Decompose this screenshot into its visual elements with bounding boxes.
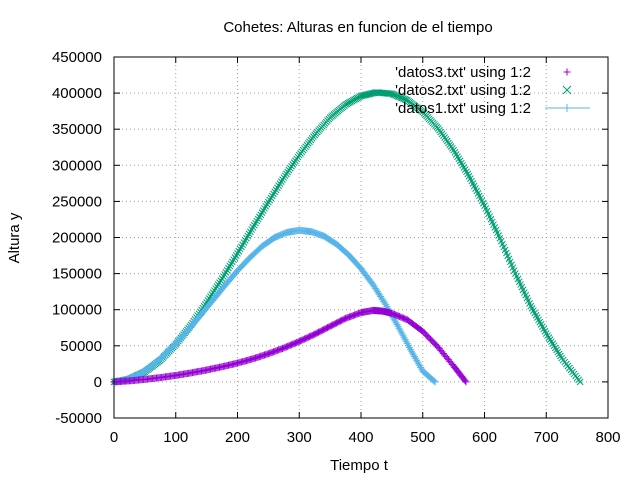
y-tick-label: 400000 <box>52 85 102 102</box>
data-point <box>406 345 414 353</box>
y-tick-label: -50000 <box>55 410 102 427</box>
data-point <box>365 90 373 98</box>
x-tick-label: 500 <box>410 429 435 446</box>
y-tick-label: 0 <box>94 374 102 391</box>
legend-marker <box>563 68 571 76</box>
plot-frame <box>113 56 609 419</box>
grid-lines <box>114 57 608 418</box>
data-point <box>431 378 439 386</box>
x-tick-label: 600 <box>472 429 497 446</box>
data-point <box>387 90 394 98</box>
data-point <box>367 90 375 97</box>
data-series <box>110 89 584 386</box>
legend: 'datos3.txt' using 1:2'datos2.txt' using… <box>395 64 590 117</box>
legend-label: 'datos1.txt' using 1:2 <box>395 100 531 117</box>
data-point <box>414 358 422 366</box>
data-point <box>382 301 390 309</box>
data-point <box>430 377 438 385</box>
chart-title: Cohetes: Alturas en funcion de el tiempo <box>223 19 492 36</box>
y-axis-label: Altura y <box>6 212 23 263</box>
x-tick-label: 100 <box>163 429 188 446</box>
data-point <box>357 92 365 100</box>
x-axis-label: Tiempo t <box>330 457 389 474</box>
data-point <box>576 378 584 386</box>
data-point <box>411 353 419 361</box>
data-point <box>407 347 415 355</box>
legend-marker <box>563 104 571 112</box>
series-3 <box>110 226 439 386</box>
axis-ticks: 0 100 200 300 400 500 600 700 800 -50000 0 50000 100… <box>52 49 621 446</box>
data-point <box>358 92 366 100</box>
data-point <box>412 354 420 362</box>
y-tick-label: 50000 <box>60 338 102 355</box>
data-point <box>408 349 416 357</box>
legend-label: 'datos2.txt' using 1:2 <box>395 82 531 99</box>
x-tick-label: 800 <box>595 429 620 446</box>
data-point <box>364 91 371 98</box>
y-tick-label: 300000 <box>52 157 102 174</box>
data-point <box>360 92 367 99</box>
y-tick-label: 450000 <box>52 49 102 66</box>
y-tick-label: 200000 <box>52 230 102 247</box>
x-tick-label: 700 <box>534 429 559 446</box>
legend-label: 'datos3.txt' using 1:2 <box>395 64 531 81</box>
data-point <box>361 91 369 99</box>
series-1 <box>110 306 470 386</box>
y-tick-label: 250000 <box>52 193 102 210</box>
data-point <box>390 315 398 323</box>
x-tick-label: 200 <box>225 429 250 446</box>
data-point <box>391 317 399 325</box>
data-point <box>393 321 401 329</box>
x-tick-label: 400 <box>348 429 373 446</box>
data-point <box>462 378 470 386</box>
data-point <box>362 91 370 99</box>
data-point <box>413 356 421 364</box>
x-tick-label: 0 <box>110 429 118 446</box>
data-point <box>392 319 400 327</box>
data-point <box>461 377 469 385</box>
x-tick-label: 300 <box>287 429 312 446</box>
data-point <box>366 90 374 98</box>
y-tick-label: 350000 <box>52 121 102 138</box>
y-tick-label: 150000 <box>52 266 102 283</box>
data-point <box>416 362 424 370</box>
y-tick-label: 100000 <box>52 302 102 319</box>
data-point <box>409 351 417 359</box>
legend-marker <box>562 85 572 95</box>
data-point <box>415 360 423 368</box>
data-point <box>417 363 425 371</box>
